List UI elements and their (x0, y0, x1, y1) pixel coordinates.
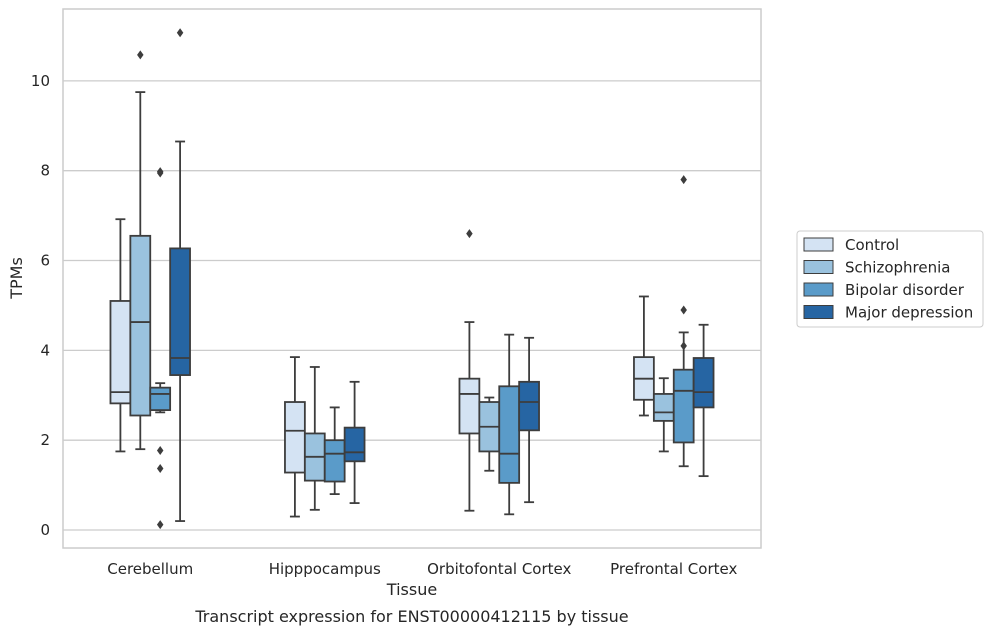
box-hipppocampus-major-depression (343, 380, 366, 504)
legend-swatch (803, 282, 834, 297)
outlier-point (680, 341, 687, 351)
box-iqr (284, 401, 306, 474)
y-tick-label: 6 (40, 252, 50, 270)
box-hipppocampus-schizophrenia (303, 366, 326, 511)
box-iqr (169, 247, 191, 376)
legend: Control Schizophrenia Bipolar disorder Majo… (796, 230, 984, 328)
outlier-point (156, 463, 164, 473)
box-hipppocampus-bipolar-disorder (323, 406, 346, 496)
y-tick-label: 0 (40, 521, 50, 539)
legend-label: Control (845, 236, 899, 254)
x-axis-title: Tissue (386, 580, 437, 599)
legend-swatch (803, 237, 834, 252)
outlier-point (176, 28, 184, 38)
box-iqr (692, 357, 715, 409)
box-iqr (343, 426, 366, 463)
legend-swatch (803, 305, 834, 319)
box-iqr (149, 386, 172, 412)
box-prefrontal-cortex-bipolar-disorder (672, 175, 695, 468)
legend-item-control: Control (803, 236, 899, 254)
legend-item-schizophrenia: Schizophrenia (803, 259, 950, 277)
box-cerebellum-control (109, 218, 132, 453)
x-tick-labels: Cerebellum Hipppocampus Orbitofontal Corte… (107, 560, 737, 578)
box-iqr (323, 439, 346, 483)
box-iqr (458, 377, 481, 435)
y-tick-labels: 0 2 4 6 8 10 (31, 72, 50, 539)
outlier-point (137, 50, 144, 60)
x-tick-label: Orbitofontal Cortex (427, 560, 571, 578)
box-iqr (672, 368, 695, 444)
x-tick-label: Prefrontal Cortex (610, 560, 737, 578)
legend-item-bipolar-disorder: Bipolar disorder (803, 281, 965, 299)
x-tick-label: Cerebellum (107, 560, 193, 578)
y-tick-label: 4 (40, 341, 50, 359)
chart-caption: Transcript expression for ENST0000041211… (194, 607, 628, 626)
box-iqr (652, 393, 675, 422)
outlier-point (156, 520, 164, 530)
y-tick-label: 2 (40, 431, 50, 449)
box-iqr (518, 380, 540, 432)
outlier-point (156, 167, 164, 177)
grid-lines (63, 80, 761, 531)
y-tick-label: 10 (31, 72, 50, 90)
box-cerebellum-major-depression (169, 28, 191, 522)
y-tick-label: 8 (40, 162, 50, 180)
box-iqr (109, 300, 132, 405)
y-axis-title: TPMs (7, 257, 26, 300)
box-orbitofontal-cortex-schizophrenia (478, 396, 501, 472)
box-prefrontal-cortex-major-depression (692, 323, 715, 478)
legend-frame (796, 230, 984, 328)
outlier-point (466, 229, 473, 239)
legend-item-major-depression: Major depression (803, 304, 973, 322)
box-cerebellum-bipolar-disorder (149, 167, 172, 530)
box-orbitofontal-cortex-control (458, 229, 481, 512)
box-groups (109, 28, 715, 530)
legend-label: Schizophrenia (845, 259, 950, 277)
outlier-point (156, 446, 164, 456)
box-hipppocampus-control (284, 356, 306, 518)
legend-swatch (803, 260, 834, 274)
outlier-point (680, 305, 687, 315)
box-prefrontal-cortex-control (633, 295, 655, 417)
box-orbitofontal-cortex-bipolar-disorder (498, 333, 521, 516)
box-orbitofontal-cortex-major-depression (518, 336, 540, 504)
legend-label: Bipolar disorder (845, 281, 965, 299)
outlier-point (680, 175, 687, 185)
box-cerebellum-schizophrenia (129, 50, 152, 451)
plot-frame (62, 8, 762, 549)
box-iqr (129, 234, 152, 417)
x-tick-label: Hipppocampus (269, 560, 381, 578)
legend-label: Major depression (845, 304, 973, 322)
box-iqr (498, 385, 521, 484)
